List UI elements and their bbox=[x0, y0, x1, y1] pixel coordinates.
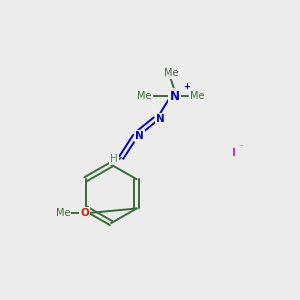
Text: +: + bbox=[183, 82, 190, 91]
Text: N: N bbox=[135, 131, 144, 141]
Text: Me: Me bbox=[190, 91, 204, 101]
Text: N: N bbox=[156, 114, 164, 124]
Text: Me: Me bbox=[56, 208, 70, 218]
Text: ⁻: ⁻ bbox=[239, 143, 244, 153]
Text: Me: Me bbox=[164, 68, 178, 78]
Text: N: N bbox=[170, 90, 180, 103]
Text: H: H bbox=[110, 154, 118, 164]
Text: I: I bbox=[232, 148, 236, 158]
Text: O: O bbox=[80, 208, 89, 218]
Text: Me: Me bbox=[137, 91, 152, 101]
